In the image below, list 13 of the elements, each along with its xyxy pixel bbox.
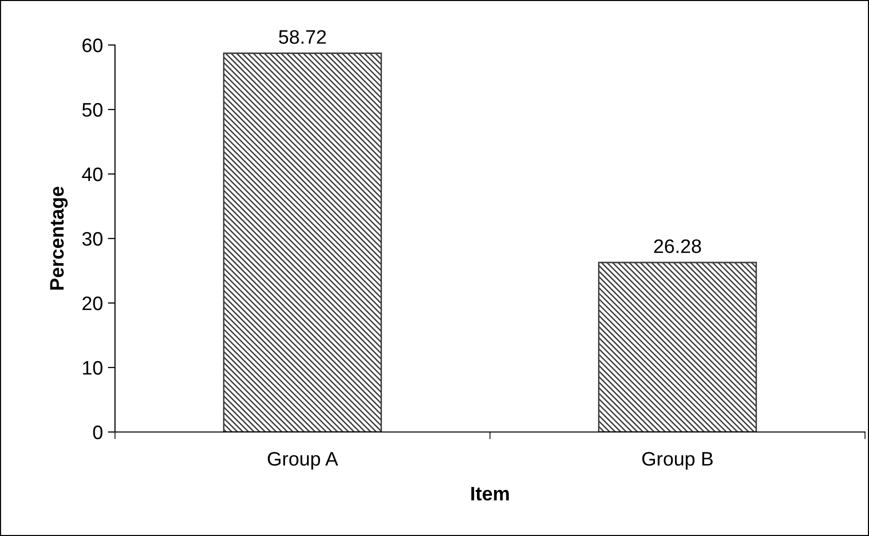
data-label: 26.28 [654,239,701,254]
y-tick-label: 20 [82,296,102,310]
x-axis-title: Item [471,486,509,501]
x-tick-label: Group B [642,452,713,470]
y-tick-label: 10 [83,360,102,375]
data-label: 58.72 [278,30,326,44]
y-axis-title: Percentage [50,186,68,290]
y-tick-label: 60 [82,38,102,52]
y-tick-label: 40 [82,167,102,182]
x-tick-label: Group A [268,452,338,470]
y-tick-label: 30 [82,232,102,246]
y-tick-label: 50 [82,102,102,117]
y-tick-label: 0 [93,425,102,440]
